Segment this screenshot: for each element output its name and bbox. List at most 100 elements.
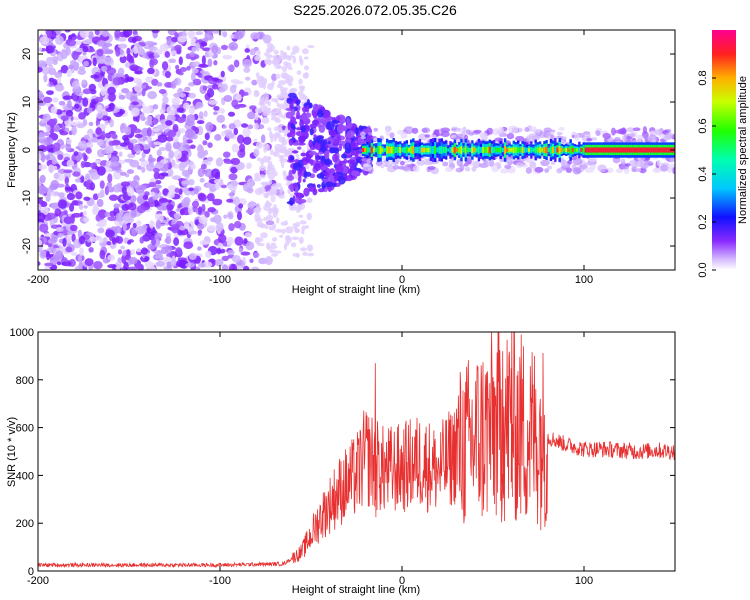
noise-blob (121, 87, 130, 94)
noise-blob (153, 53, 159, 57)
noise-blob (57, 154, 64, 161)
noise-blob (290, 242, 297, 248)
noise-blob (223, 214, 228, 219)
noise-blob (260, 181, 269, 186)
noise-blob (254, 55, 261, 62)
noise-blob (307, 45, 315, 49)
band-halo (665, 132, 674, 138)
signal-band-core (440, 146, 443, 154)
signal-band-core (361, 148, 365, 152)
noise-blob (177, 35, 188, 43)
noise-blob (269, 208, 275, 213)
noise-blob (203, 37, 209, 43)
scatter-blob (314, 162, 321, 172)
noise-blob (49, 256, 59, 265)
signal-band-core (394, 146, 398, 154)
noise-blob (52, 118, 58, 125)
noise-blob (53, 172, 60, 180)
noise-blob (110, 156, 118, 163)
noise-blob (294, 227, 299, 233)
noise-blob (129, 138, 138, 144)
noise-blob (238, 248, 244, 253)
noise-blob (244, 76, 251, 81)
signal-band-core (418, 146, 422, 154)
signal-band-core (434, 146, 437, 154)
noise-blob (197, 223, 205, 231)
band-halo (614, 129, 625, 134)
noise-blob (65, 110, 74, 117)
noise-blob (96, 166, 106, 176)
noise-blob (268, 130, 273, 139)
noise-blob (246, 178, 255, 188)
signal-band-core (532, 148, 535, 152)
noise-blob (276, 94, 284, 100)
noise-blob (282, 139, 288, 146)
signal-band-core (573, 148, 577, 152)
signal-band-core (628, 147, 631, 153)
noise-blob (156, 48, 163, 55)
noise-blob (41, 66, 51, 75)
noise-blob (278, 194, 285, 199)
noise-blob (83, 217, 90, 223)
noise-blob (287, 188, 291, 195)
noise-blob (276, 64, 282, 69)
noise-blob (59, 131, 69, 136)
chart-title: S225.2026.072.05.35.C26 (293, 2, 457, 18)
noise-blob (69, 224, 78, 232)
scatter-blob (344, 147, 351, 154)
noise-blob (38, 144, 47, 151)
noise-blob (88, 137, 99, 143)
noise-blob (197, 150, 206, 159)
noise-blob (71, 50, 80, 60)
noise-blob (291, 236, 300, 240)
noise-blob (264, 59, 268, 65)
noise-blob (88, 168, 98, 177)
scatter-blob (286, 175, 295, 181)
noise-blob (80, 160, 86, 169)
band-halo (421, 127, 431, 134)
signal-band-core (543, 147, 546, 153)
noise-blob (64, 176, 69, 186)
scatter-blob (300, 125, 307, 133)
noise-blob (233, 104, 241, 110)
signal-band-core (656, 147, 660, 153)
noise-blob (272, 223, 277, 229)
signal-band-core (608, 147, 612, 153)
noise-blob (216, 247, 222, 255)
scatter-blob (354, 140, 358, 144)
noise-blob (245, 241, 255, 251)
band-halo (628, 159, 638, 167)
signal-band-core (630, 147, 633, 153)
noise-blob (234, 236, 244, 246)
spectrogram-ytick-label: 10 (21, 96, 33, 108)
noise-blob (233, 31, 244, 40)
signal-band-core (499, 146, 502, 154)
scatter-blob (287, 121, 291, 131)
noise-blob (160, 159, 169, 164)
noise-blob (172, 124, 179, 133)
noise-blob (127, 186, 135, 197)
spectrogram-ylabel: Frequency (Hz) (6, 112, 18, 188)
noise-blob (148, 46, 158, 52)
noise-blob (54, 71, 63, 79)
noise-blob (118, 94, 126, 100)
noise-blob (83, 134, 90, 140)
noise-blob (48, 77, 55, 83)
noise-blob (200, 41, 208, 47)
noise-blob (274, 143, 283, 151)
scatter-blob (306, 104, 310, 113)
noise-blob (269, 149, 274, 156)
noise-blob (266, 214, 274, 221)
signal-band-core (392, 146, 395, 154)
scatter-blob (289, 156, 295, 161)
noise-blob (175, 247, 183, 255)
noise-blob (201, 203, 206, 212)
noise-blob (45, 45, 55, 54)
snr-frame (37, 331, 676, 572)
colorbar-gradient (712, 30, 736, 270)
noise-blob (275, 73, 281, 80)
spectrogram-xtick-label: 100 (575, 274, 593, 286)
noise-blob (280, 158, 289, 163)
noise-blob (101, 65, 108, 73)
noise-blob (84, 38, 94, 45)
